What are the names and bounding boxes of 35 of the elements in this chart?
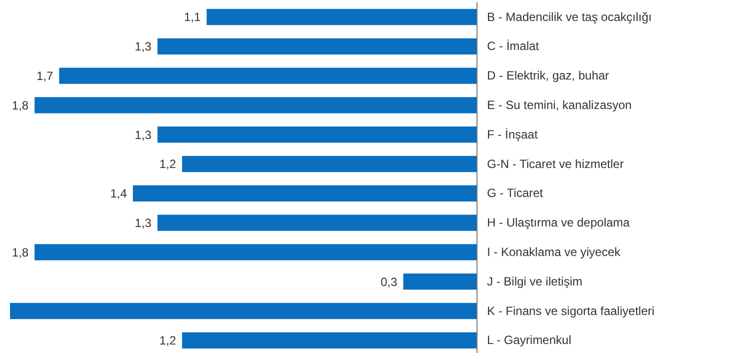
y-tick-label: G - Ticaret	[487, 186, 544, 200]
bar	[59, 68, 477, 84]
data-label: 1,4	[110, 186, 128, 201]
bar	[157, 214, 477, 231]
bar	[206, 8, 477, 26]
data-label: 1,8	[12, 98, 29, 112]
y-tick-label: H - Ulaştırma ve depolama	[487, 216, 630, 230]
data-label: 0,3	[380, 274, 398, 289]
y-tick-label: I - Konaklama ve yiyecek	[487, 245, 622, 260]
bar	[157, 38, 477, 54]
bar	[34, 244, 477, 260]
bar	[182, 156, 477, 172]
y-tick-label: B - Madencilik ve taş ocakçılığı	[487, 10, 652, 24]
bar	[182, 332, 477, 348]
y-tick-label: C - İmalat	[487, 39, 540, 54]
data-label: 1,3	[134, 128, 152, 142]
data-label: 1,8	[12, 245, 29, 260]
data-label: 1,2	[159, 157, 176, 172]
data-label: 1,2	[159, 334, 176, 348]
data-label: 1,7	[36, 69, 54, 83]
bar	[157, 126, 477, 143]
y-tick-label: G-N - Ticaret ve hizmetler	[487, 156, 624, 171]
y-tick-label: J - Bilgi ve iletişim	[487, 274, 582, 288]
bar	[403, 274, 477, 290]
y-tick-label: F - İnşaat	[487, 127, 538, 142]
y-tick-label: K - Finans ve sigorta faaliyetleri	[487, 304, 654, 318]
bar	[10, 302, 477, 320]
y-tick-label: E - Su temini, kanalizasyon	[487, 98, 632, 112]
bar	[34, 97, 477, 114]
y-tick-label: L - Gayrimenkul	[487, 333, 572, 348]
bar	[132, 185, 477, 202]
data-label: 1,3	[134, 40, 152, 54]
data-label: 1,1	[184, 10, 201, 24]
data-label: 1,3	[134, 216, 152, 230]
y-tick-label: D - Elektrik, gaz, buhar	[487, 68, 610, 83]
